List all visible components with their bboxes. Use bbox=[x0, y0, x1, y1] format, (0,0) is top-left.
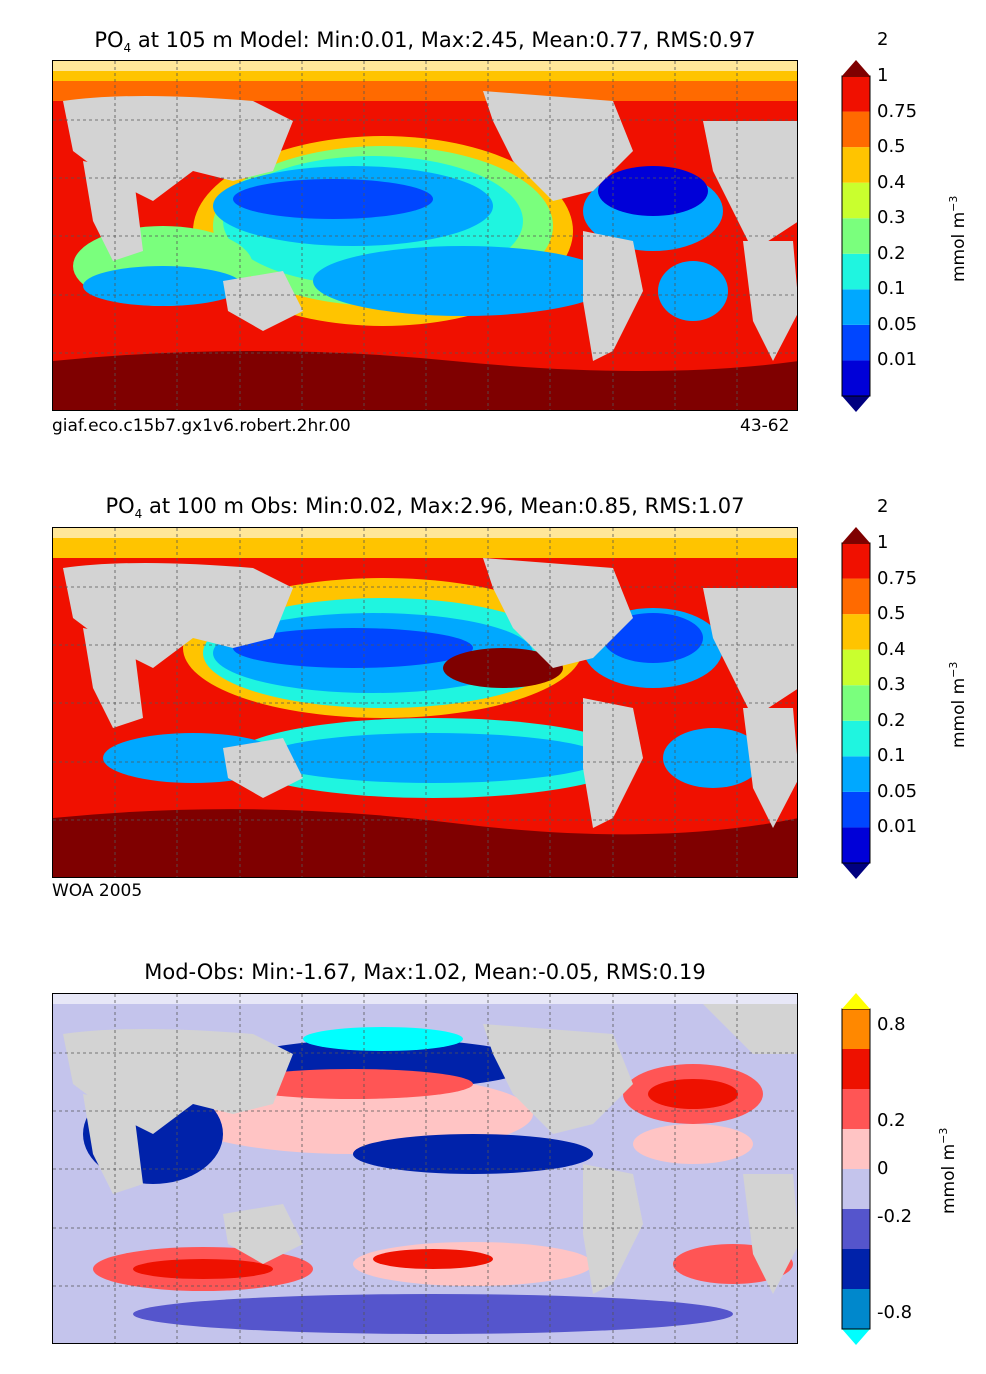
colorbar-tick-label: 0.1 bbox=[877, 278, 906, 300]
colorbar-band bbox=[842, 720, 870, 757]
panel-2-colorbar bbox=[841, 527, 871, 879]
colorbar-band bbox=[842, 614, 870, 650]
colorbar-tick-label: 0.4 bbox=[877, 171, 906, 193]
colorbar-3-over-arrow bbox=[842, 993, 870, 1009]
colorbar-tick-label: 0.5 bbox=[877, 136, 906, 158]
colorbar-tick-label: 0.5 bbox=[877, 603, 906, 625]
colorbar-tick-label: 0 bbox=[877, 1158, 889, 1179]
title-prefix: PO bbox=[94, 28, 124, 52]
title-subscript: 4 bbox=[134, 507, 143, 522]
colorbar-3-graphic bbox=[841, 993, 871, 1345]
panel-3-title: Mod-Obs: Min:-1.67, Max:1.02, Mean:-0.05… bbox=[0, 960, 850, 984]
colorbar-1-unit: mmol m−3 bbox=[947, 195, 969, 283]
colorbar-tick-label: 0.2 bbox=[877, 709, 906, 731]
panel-2-map bbox=[52, 527, 798, 878]
colorbar-band bbox=[842, 685, 870, 721]
colorbar-tick-label: 0.2 bbox=[877, 1110, 906, 1131]
colorbar-band bbox=[842, 360, 870, 396]
colorbar-tick-label: 0.3 bbox=[877, 674, 906, 696]
colorbar-band bbox=[842, 578, 870, 615]
title-text: at 100 m Obs: Min:0.02, Max:2.96, Mean:0… bbox=[142, 494, 745, 518]
colorbar-band bbox=[842, 1009, 870, 1049]
colorbar-1-graphic bbox=[841, 60, 871, 412]
title-prefix: PO bbox=[105, 494, 135, 518]
colorbar-tick-label: 0.05 bbox=[877, 780, 918, 802]
colorbar-1-under-arrow bbox=[842, 396, 870, 412]
panel-3-colorbar bbox=[841, 993, 871, 1345]
colorbar-tick-label: -0.2 bbox=[877, 1206, 913, 1227]
colorbar-band bbox=[842, 791, 870, 828]
title-text: at 105 m Model: Min:0.01, Max:2.45, Mean… bbox=[131, 28, 756, 52]
panel-1-years: 43-62 bbox=[740, 416, 790, 436]
colorbar-3-bands bbox=[841, 1008, 871, 1330]
panel-1-case-name: giaf.eco.c15b7.gx1v6.robert.2hr.00 bbox=[52, 416, 351, 436]
colorbar-band bbox=[842, 1089, 870, 1129]
colorbar-band bbox=[842, 182, 870, 219]
panel-3-map bbox=[52, 993, 798, 1344]
colorbar-band bbox=[842, 1049, 870, 1089]
colorbar-tick-label: -0.8 bbox=[877, 1302, 913, 1323]
colorbar-tick-label: 2 bbox=[877, 496, 889, 518]
colorbar-2-under-arrow bbox=[842, 863, 870, 879]
colorbar-tick-label: 0.75 bbox=[877, 567, 918, 589]
colorbar-band bbox=[842, 324, 870, 361]
colorbar-2-unit: mmol m−3 bbox=[947, 661, 969, 749]
colorbar-3-unit: mmol m−3 bbox=[937, 1127, 959, 1215]
colorbar-1-over-arrow bbox=[842, 60, 870, 76]
colorbar-band bbox=[842, 1129, 870, 1169]
colorbar-band bbox=[842, 1169, 870, 1209]
colorbar-band bbox=[842, 218, 870, 254]
colorbar-tick-label: 0.05 bbox=[877, 313, 918, 335]
colorbar-band bbox=[842, 111, 870, 148]
colorbar-tick-label: 1 bbox=[877, 65, 889, 86]
colorbar-band bbox=[842, 289, 870, 325]
colorbar-2-over-arrow bbox=[842, 527, 870, 543]
colorbar-tick-label: 0.4 bbox=[877, 638, 906, 660]
colorbar-tick-label: 2 bbox=[877, 29, 889, 51]
title-text: Mod-Obs: Min:-1.67, Max:1.02, Mean:-0.05… bbox=[144, 960, 706, 984]
panel-2-source: WOA 2005 bbox=[52, 881, 143, 901]
panel-1-map bbox=[52, 60, 798, 411]
colorbar-tick-label: 1 bbox=[877, 532, 889, 553]
model-po4-field bbox=[53, 61, 797, 410]
colorbar-band bbox=[842, 756, 870, 792]
colorbar-2-graphic bbox=[841, 527, 871, 879]
colorbar-band bbox=[842, 76, 870, 112]
colorbar-tick-label: 0.01 bbox=[877, 349, 918, 371]
colorbar-tick-label: 0.3 bbox=[877, 207, 906, 229]
colorbar-band bbox=[842, 827, 870, 863]
panel-2-title: PO4 at 100 m Obs: Min:0.02, Max:2.96, Me… bbox=[0, 494, 850, 521]
colorbar-band bbox=[842, 1249, 870, 1289]
colorbar-band bbox=[842, 543, 870, 579]
panel-1-colorbar bbox=[841, 60, 871, 412]
colorbar-tick-label: 0.01 bbox=[877, 816, 918, 838]
colorbar-band bbox=[842, 1209, 870, 1249]
colorbar-band bbox=[842, 1289, 870, 1329]
colorbar-tick-label: 0.75 bbox=[877, 100, 918, 122]
panel-1-title: PO4 at 105 m Model: Min:0.01, Max:2.45, … bbox=[0, 28, 850, 55]
title-subscript: 4 bbox=[123, 41, 132, 56]
colorbar-3-under-arrow bbox=[842, 1329, 870, 1345]
colorbar-tick-label: 0.1 bbox=[877, 745, 906, 767]
obs-po4-field bbox=[53, 528, 797, 877]
colorbar-tick-label: 0.8 bbox=[877, 1014, 906, 1035]
colorbar-band bbox=[842, 147, 870, 183]
colorbar-1-bands bbox=[841, 75, 871, 397]
colorbar-2-bands bbox=[841, 542, 871, 864]
colorbar-band bbox=[842, 253, 870, 290]
colorbar-band bbox=[842, 649, 870, 686]
colorbar-tick-label: 0.2 bbox=[877, 242, 906, 264]
difference-field bbox=[53, 994, 797, 1343]
